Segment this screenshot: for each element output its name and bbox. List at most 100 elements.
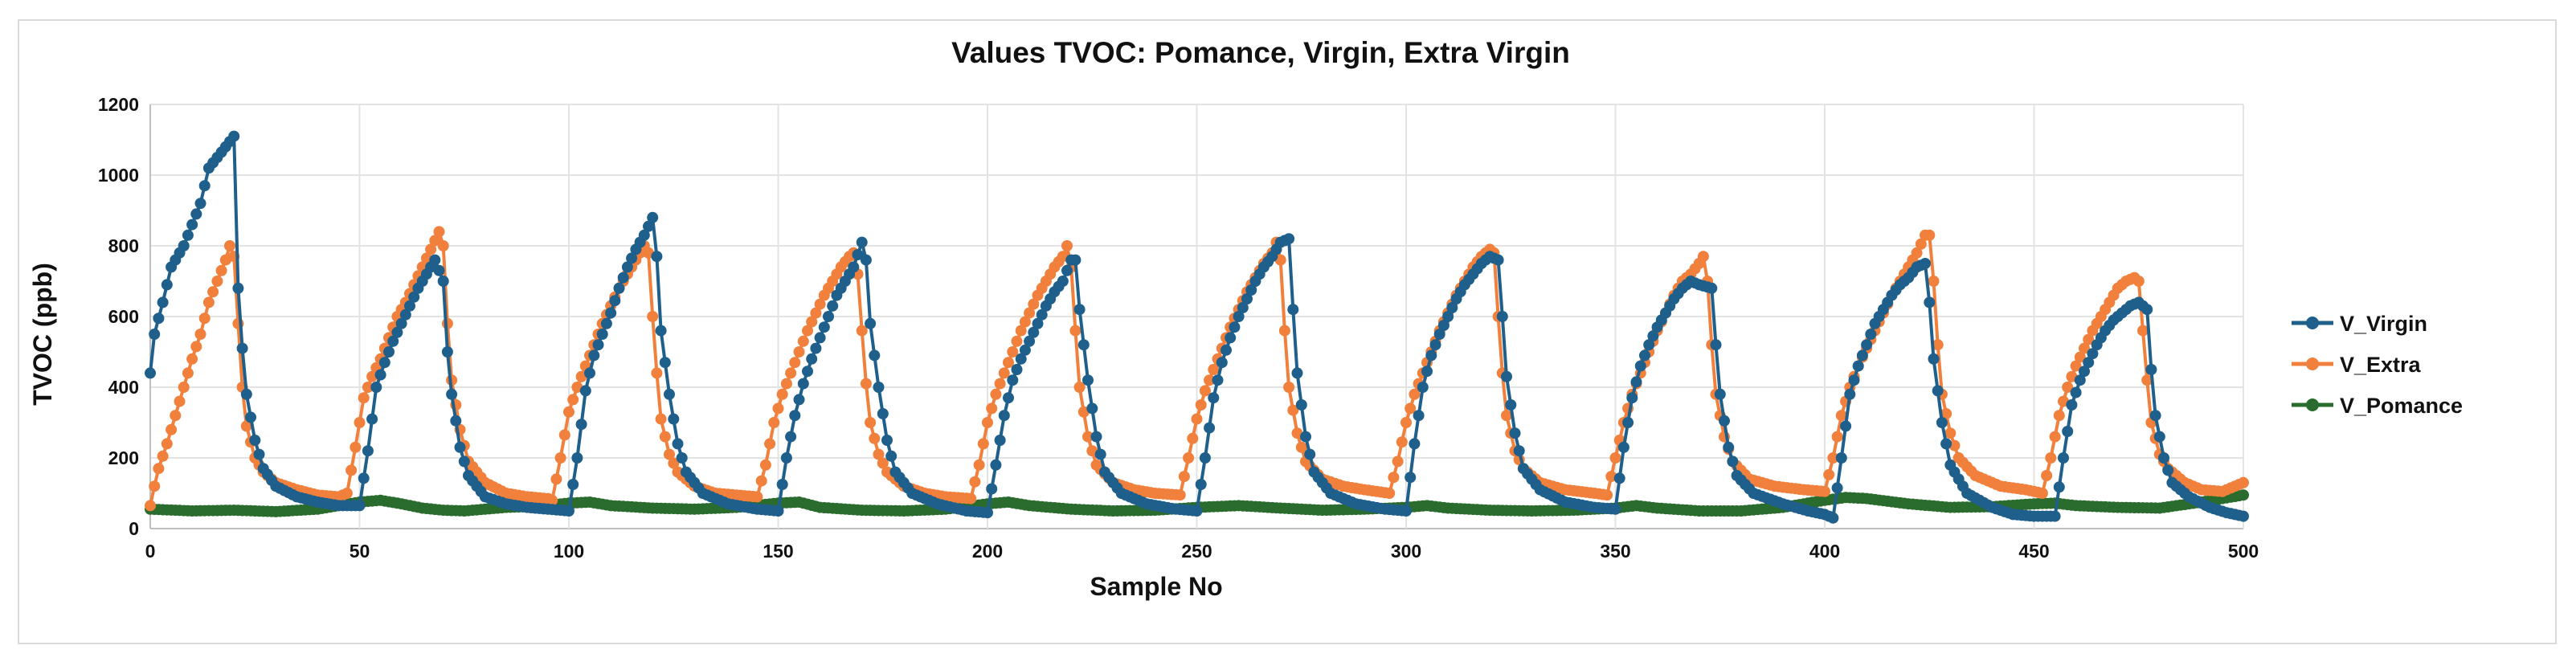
legend-label: V_Virgin xyxy=(2340,312,2427,336)
data-point xyxy=(621,261,633,273)
data-point xyxy=(350,441,362,453)
data-point xyxy=(869,432,881,444)
data-point xyxy=(1073,304,1086,316)
data-point xyxy=(609,295,621,307)
data-point xyxy=(1932,339,1944,351)
data-point xyxy=(865,317,877,329)
data-point xyxy=(1613,472,1625,484)
series-layer xyxy=(145,130,2249,524)
data-point xyxy=(772,402,784,415)
data-point xyxy=(391,326,403,338)
data-point xyxy=(1028,298,1040,310)
data-point xyxy=(450,415,462,427)
data-point xyxy=(202,296,215,308)
data-point xyxy=(178,382,190,393)
data-point xyxy=(207,286,219,298)
data-point xyxy=(1400,417,1412,428)
data-point xyxy=(253,448,265,460)
data-point xyxy=(814,298,826,310)
axis-ticks: 0 200 400 600 800 1000 1200 0 50 100 150 200 250 300 3… xyxy=(98,94,2259,562)
data-point xyxy=(1622,417,1634,428)
data-point xyxy=(2053,410,2065,422)
data-point xyxy=(877,408,889,419)
data-point xyxy=(1647,330,1659,342)
data-point xyxy=(1015,325,1027,337)
y-tick-label: 0 xyxy=(129,518,139,539)
data-point xyxy=(1710,339,1722,351)
data-point xyxy=(986,402,998,415)
data-point xyxy=(592,339,604,351)
data-point xyxy=(383,346,395,357)
data-point xyxy=(1199,452,1211,464)
data-point xyxy=(1405,402,1417,415)
data-point xyxy=(387,335,399,347)
data-point xyxy=(1237,302,1249,313)
data-point xyxy=(651,367,663,379)
data-point xyxy=(1007,346,1019,357)
data-point xyxy=(986,483,998,495)
data-point xyxy=(366,413,378,425)
data-point xyxy=(885,450,898,462)
data-point xyxy=(2238,489,2249,501)
data-point xyxy=(1852,360,1864,372)
data-point xyxy=(1413,410,1425,422)
data-point xyxy=(1024,307,1036,319)
data-point xyxy=(1706,282,1718,294)
data-point xyxy=(1295,399,1307,411)
data-point xyxy=(1509,427,1521,439)
data-point xyxy=(362,382,374,393)
data-point xyxy=(157,296,169,308)
data-point xyxy=(852,249,864,260)
data-point xyxy=(1513,445,1525,457)
data-point xyxy=(1094,448,1106,460)
data-point xyxy=(1024,335,1036,347)
data-point xyxy=(2062,426,2074,437)
data-point xyxy=(1861,339,1873,351)
data-point xyxy=(558,429,570,441)
x-tick-label: 150 xyxy=(763,541,793,562)
legend-item-v-pomance: V_Pomance xyxy=(2292,394,2463,418)
data-point xyxy=(1007,374,1019,386)
data-point xyxy=(605,307,617,319)
y-axis-label: TVOC (ppb) xyxy=(28,263,57,406)
data-point xyxy=(441,346,453,357)
data-point xyxy=(2074,351,2086,363)
data-point xyxy=(1221,344,1232,356)
data-point xyxy=(881,435,893,446)
data-point xyxy=(617,272,629,284)
data-point xyxy=(1212,374,1224,386)
data-point xyxy=(362,445,374,457)
data-point xyxy=(240,420,252,432)
data-point xyxy=(2083,357,2095,369)
data-point xyxy=(198,180,211,192)
data-point xyxy=(2049,431,2061,443)
data-point xyxy=(664,388,675,400)
data-point xyxy=(1283,382,1295,393)
chart-frame: 0 200 400 600 800 1000 1200 0 50 100 150 200 250 300 3… xyxy=(18,19,2557,644)
data-point xyxy=(408,291,420,303)
data-point xyxy=(194,329,206,340)
data-point xyxy=(865,417,877,428)
data-point xyxy=(157,450,169,462)
data-point xyxy=(2145,364,2157,375)
data-point xyxy=(1069,254,1082,266)
legend-item-v-extra: V_Extra xyxy=(2292,353,2422,377)
data-point xyxy=(994,435,1006,446)
data-point xyxy=(194,198,206,210)
data-point xyxy=(575,419,587,431)
x-axis-label: Sample No xyxy=(1090,572,1222,601)
data-point xyxy=(793,346,805,357)
data-point xyxy=(245,411,256,423)
data-point xyxy=(2158,452,2169,464)
legend-swatch-marker xyxy=(2306,398,2319,411)
data-point xyxy=(404,300,415,312)
data-point xyxy=(1848,374,1860,386)
data-point xyxy=(2049,510,2061,522)
data-point xyxy=(190,208,202,220)
data-point xyxy=(1417,382,1429,393)
data-point xyxy=(554,452,566,464)
data-point xyxy=(780,452,792,464)
data-point xyxy=(1827,512,1839,524)
data-point xyxy=(1932,385,1944,397)
data-point xyxy=(810,342,822,354)
